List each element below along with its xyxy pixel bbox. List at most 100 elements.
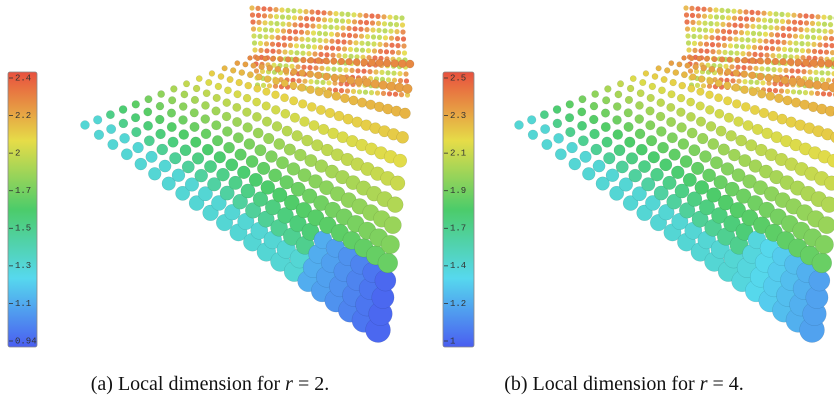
sphere [294,50,300,56]
sphere [273,7,279,13]
sphere [207,177,222,192]
sphere [167,136,179,148]
sphere [780,75,790,85]
sphere [758,52,764,58]
colorbar-label: 1.2 [450,299,466,309]
sphere [830,131,834,144]
sphere [831,78,834,84]
sphere [306,102,317,112]
sphere [360,54,366,60]
sphere [695,13,702,19]
sphere [393,153,408,168]
sphere [697,132,709,145]
sphere [694,180,710,195]
sphere [713,175,728,190]
sphere [603,152,616,165]
sphere [615,160,629,174]
sphere [295,201,312,219]
sphere [658,86,666,95]
sphere [749,9,755,15]
sphere [740,51,746,57]
sphere [321,10,327,16]
sphere [815,14,821,20]
sphere [283,63,289,69]
sphere [650,167,664,182]
sphere [155,101,165,111]
sphere [320,79,326,85]
sphere [794,54,800,60]
sphere [773,18,780,24]
sphere [786,33,793,39]
sphere [798,34,805,40]
sphere [264,48,270,54]
sphere [376,27,382,33]
sphere [302,188,318,204]
sphere [386,81,397,92]
sphere [375,13,381,19]
sphere [714,79,723,88]
sphere [353,40,359,46]
sphere [779,57,787,66]
sphere [745,44,752,50]
sphere [756,72,765,81]
sphere [346,25,352,31]
sphere [249,5,255,11]
sphere [735,64,741,70]
sphere [691,161,705,176]
sphere [286,21,292,27]
sphere [221,65,228,72]
sphere [788,54,794,60]
sphere [233,90,242,99]
sphere [750,30,757,36]
sphere [396,131,409,144]
sphere [259,68,266,74]
sphere [288,49,294,56]
sphere [365,99,376,110]
sphere [696,55,703,62]
sphere [773,11,779,17]
sphere [764,73,773,82]
sphere [805,48,812,54]
sphere [232,132,244,144]
sphere [799,99,810,110]
sphere [600,122,611,133]
sphere [294,148,307,162]
sphere [190,136,202,148]
sphere [389,49,396,55]
sphere [828,36,834,42]
sphere [120,148,133,161]
sphere [591,90,599,98]
sphere [280,79,289,88]
sphere [707,14,714,20]
sphere [375,20,382,26]
sphere [705,105,715,115]
sphere [132,141,144,154]
sphere [774,32,781,38]
sphere [253,68,260,74]
sphere [280,28,287,34]
sphere [118,118,129,129]
sphere [566,141,578,154]
sphere [811,41,817,48]
sphere [263,132,275,145]
sphere [734,50,740,56]
sphere [725,15,732,21]
sphere [744,30,751,36]
sphere [760,80,766,86]
sphere [684,19,690,25]
sphere [381,14,387,20]
sphere [629,75,637,82]
sphere [180,90,189,99]
sphere [767,11,773,17]
sphere [155,114,165,125]
sphere [397,71,403,77]
sphere [181,160,195,174]
sphere [340,25,346,31]
sphere [690,19,696,25]
sphere [379,76,386,82]
sphere [367,69,373,75]
sphere [382,28,388,34]
sphere [281,125,293,137]
sphere [822,35,829,41]
